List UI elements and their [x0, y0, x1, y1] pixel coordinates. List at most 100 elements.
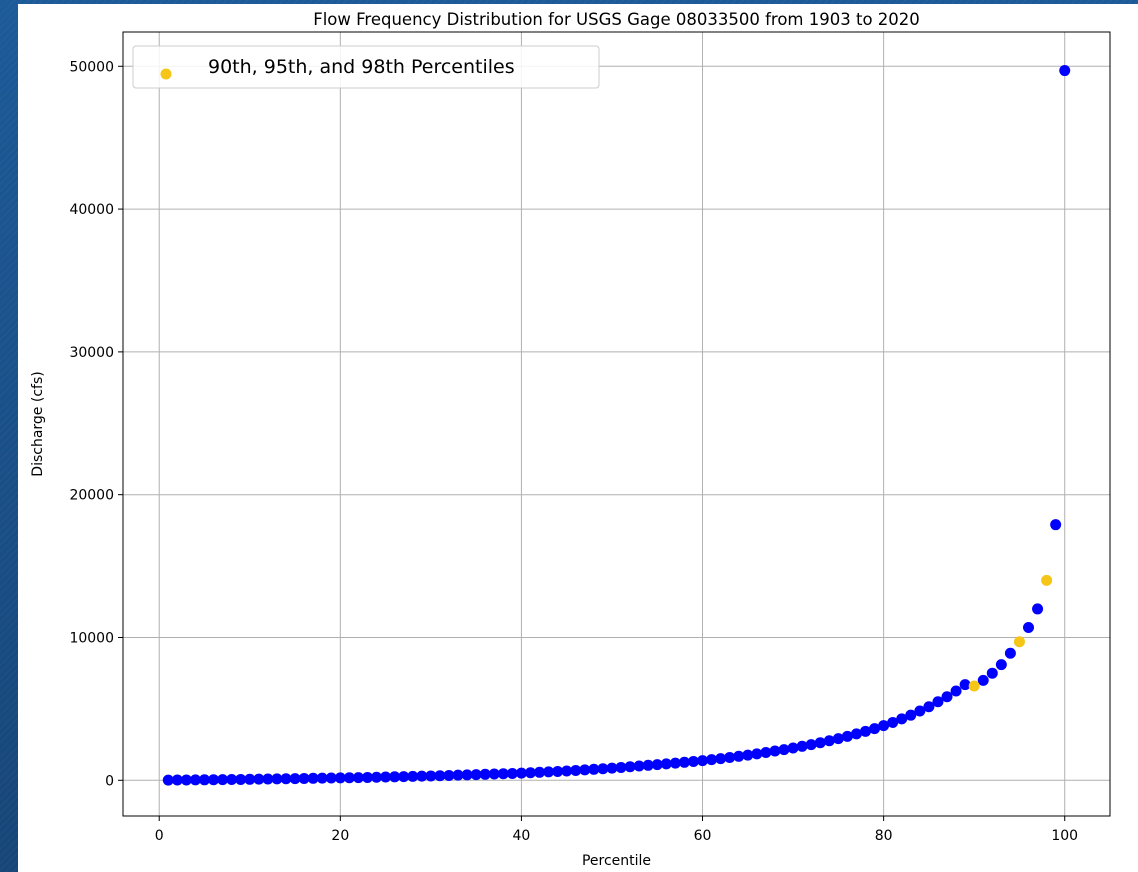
data-point	[932, 696, 944, 708]
data-point	[1004, 647, 1016, 659]
data-point	[171, 774, 183, 786]
data-point	[1050, 519, 1062, 531]
data-point	[280, 773, 292, 785]
data-point	[398, 771, 410, 783]
data-point	[860, 725, 872, 737]
x-tick-label: 100	[1051, 828, 1078, 844]
legend-box	[132, 45, 600, 89]
data-point	[769, 745, 781, 757]
data-point	[461, 769, 473, 781]
data-point	[570, 764, 582, 776]
data-point	[244, 773, 256, 785]
data-point	[407, 770, 419, 782]
data-point	[742, 749, 754, 761]
data-point	[235, 773, 247, 785]
data-point	[950, 685, 962, 697]
data-point	[905, 709, 917, 721]
data-point	[597, 763, 609, 775]
data-point	[778, 744, 790, 756]
y-tick-label: 30000	[69, 345, 114, 361]
data-point	[416, 770, 428, 782]
data-point	[452, 769, 464, 781]
data-point	[515, 767, 527, 779]
data-point	[325, 772, 337, 784]
y-tick-label: 50000	[69, 59, 114, 75]
data-point	[706, 754, 718, 766]
scatter-chart: 0 20 40 60 80 100 0 10000 20000 30000 40000 50000 F…	[18, 4, 1138, 872]
data-point	[823, 735, 835, 747]
data-point	[488, 768, 500, 780]
data-point	[543, 766, 555, 778]
data-points	[162, 65, 1071, 786]
data-point	[497, 768, 509, 780]
y-tick-label: 0	[105, 773, 114, 789]
data-point	[887, 716, 899, 728]
legend-marker	[160, 68, 172, 80]
x-axis-title: Percentile	[582, 853, 651, 869]
data-point	[343, 772, 355, 784]
percentile-highlight-point	[1013, 636, 1025, 648]
data-point	[162, 774, 174, 786]
x-tick-label: 20	[331, 828, 349, 844]
data-point	[678, 756, 690, 768]
data-point	[371, 771, 383, 783]
y-tick-label: 10000	[69, 630, 114, 646]
data-point	[796, 740, 808, 752]
data-point	[479, 768, 491, 780]
x-tick-label: 60	[694, 828, 712, 844]
data-point	[687, 755, 699, 767]
data-point	[579, 764, 591, 776]
data-point	[552, 765, 564, 777]
data-point	[217, 774, 229, 786]
data-point	[380, 771, 392, 783]
y-axis-title: Discharge (cfs)	[30, 371, 46, 476]
data-point	[262, 773, 274, 785]
legend-label: 90th, 95th, and 98th Percentiles	[208, 56, 515, 78]
data-point	[751, 748, 763, 760]
data-point	[995, 659, 1007, 671]
data-point	[189, 774, 201, 786]
data-point	[642, 759, 654, 771]
data-point	[352, 772, 364, 784]
data-point	[869, 723, 881, 735]
data-point	[534, 766, 546, 778]
data-point	[832, 733, 844, 745]
data-point	[226, 774, 238, 786]
data-point	[389, 771, 401, 783]
data-point	[434, 770, 446, 782]
data-point	[425, 770, 437, 782]
data-point	[814, 737, 826, 749]
y-tick-label: 20000	[69, 488, 114, 504]
data-point	[606, 762, 618, 774]
data-point	[841, 730, 853, 742]
x-tick-label: 80	[875, 828, 893, 844]
data-point	[180, 774, 192, 786]
data-point	[198, 774, 210, 786]
y-tick-label: 40000	[69, 202, 114, 218]
data-point	[986, 667, 998, 679]
plot-area-frame	[122, 31, 1111, 817]
figure-background	[18, 4, 1138, 872]
data-point	[289, 773, 301, 785]
data-point	[506, 767, 518, 779]
data-point	[633, 760, 645, 772]
data-point	[615, 761, 627, 773]
data-point	[588, 763, 600, 775]
data-point	[977, 674, 989, 686]
data-point	[316, 772, 328, 784]
data-point	[941, 691, 953, 703]
data-point	[334, 772, 346, 784]
data-point	[470, 769, 482, 781]
data-point	[923, 701, 935, 713]
data-point	[697, 755, 709, 767]
axis-ticks: 0 20 40 60 80 100 0 10000 20000 30000 40000 50000	[69, 59, 1078, 844]
data-point	[914, 705, 926, 717]
data-point	[1032, 603, 1044, 615]
data-point	[669, 757, 681, 769]
data-point	[787, 742, 799, 754]
data-point	[733, 750, 745, 762]
x-tick-label: 0	[155, 828, 164, 844]
data-point	[878, 720, 890, 732]
legend: 90th, 95th, and 98th Percentiles	[132, 45, 600, 89]
